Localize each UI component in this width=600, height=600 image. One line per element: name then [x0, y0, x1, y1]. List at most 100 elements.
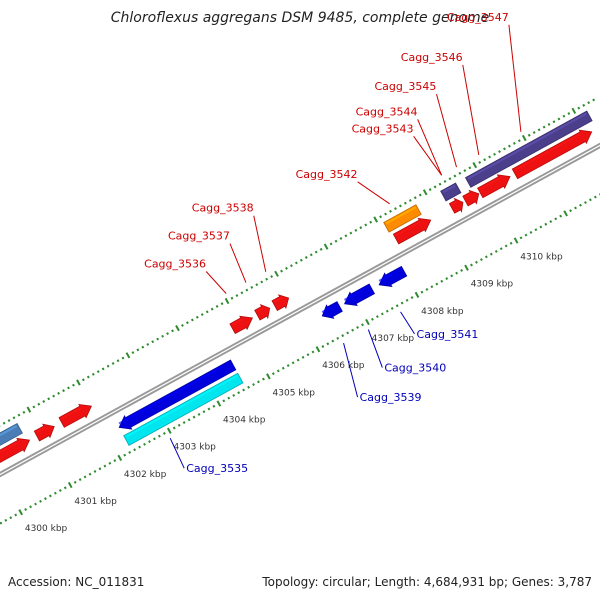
tick-mark	[489, 252, 493, 256]
tick-mark	[450, 274, 454, 278]
tick-mark	[78, 478, 82, 482]
tick-mark	[49, 494, 52, 498]
feat-Cagg_3541-highlight	[378, 272, 394, 282]
feat-Cagg_3545-highlight	[464, 193, 472, 199]
tick-mark	[435, 282, 439, 286]
tick-mark	[12, 416, 16, 420]
tick-mark	[513, 237, 519, 244]
feat-Cagg_3542-highlight	[395, 220, 421, 237]
tick-mark	[245, 288, 249, 292]
tick-mark	[577, 106, 581, 110]
tick-mark	[220, 302, 224, 306]
tick-row-outer	[0, 98, 596, 427]
tick-mark	[117, 454, 123, 461]
tick-mark	[559, 214, 563, 218]
feat-red-left-3-highlight	[60, 407, 82, 420]
tick-mark	[334, 239, 338, 243]
tick-mark	[301, 355, 305, 359]
tick-mark	[494, 249, 498, 253]
tick-mark	[96, 370, 100, 374]
map-title: Chloroflexus aggregans DSM 9485, complet…	[111, 10, 490, 26]
tick-mark	[336, 336, 340, 340]
tick-mark	[508, 144, 511, 148]
feat-Cagg_3542-orange	[383, 204, 422, 233]
tick-mark	[509, 241, 513, 245]
tick-mark	[488, 155, 491, 159]
tick-mark	[464, 264, 469, 271]
tick-mark	[299, 258, 303, 262]
tick-mark	[552, 120, 556, 124]
tick-mark	[291, 361, 295, 365]
feat-Cagg_3546-purple-highlight	[467, 112, 587, 180]
tick-mark	[384, 212, 387, 216]
kbp-label: 4304 kbp	[223, 415, 266, 425]
tick-mark	[187, 418, 191, 422]
tick-mark	[331, 339, 335, 343]
feat-red-left-1	[0, 437, 31, 463]
label-leader-line	[253, 215, 267, 272]
tick-mark	[319, 247, 323, 251]
feat-Cagg_3540-highlight	[343, 289, 362, 301]
feat-Cagg_3538-highlight	[274, 297, 282, 303]
feat-Cagg_3542-orange-highlight	[385, 206, 416, 225]
tick-mark	[455, 271, 459, 275]
tick-mark	[504, 244, 508, 248]
kbp-label: 4301 kbp	[74, 497, 117, 507]
tick-mark	[567, 112, 571, 115]
tick-mark	[113, 459, 117, 463]
tick-mark	[527, 133, 531, 137]
tick-mark	[81, 378, 85, 382]
tick-mark	[534, 228, 538, 232]
tick-mark	[53, 491, 57, 495]
tick-mark	[587, 101, 591, 105]
tick-mark	[373, 216, 378, 223]
tick-mark	[433, 185, 437, 189]
tick-mark	[532, 131, 536, 134]
tick-mark	[563, 210, 568, 217]
tick-mark	[304, 256, 308, 259]
tick-mark	[72, 383, 75, 387]
feat-Cagg_3540	[344, 283, 376, 307]
feat-steelblue-left	[0, 422, 23, 446]
tick-mark	[116, 359, 120, 363]
tick-mark	[326, 342, 330, 346]
tick-mark	[128, 451, 132, 454]
tick-mark	[88, 472, 92, 476]
tick-mark	[443, 179, 447, 183]
feat-Cagg_3546-highlight	[479, 177, 500, 190]
feat-Cagg_3538	[271, 294, 290, 312]
label-leader-line	[229, 243, 247, 283]
tick-mark	[185, 321, 189, 325]
tick-mark	[106, 364, 110, 368]
tick-mark	[592, 98, 596, 102]
label-leader-line	[413, 136, 443, 176]
feat-Cagg_3546-purple	[464, 110, 593, 188]
tick-mark	[356, 326, 359, 329]
tick-mark	[266, 373, 271, 380]
tick-mark	[290, 264, 293, 268]
feat-Cagg_3547-highlight	[514, 132, 582, 171]
tick-mark	[224, 297, 230, 305]
tick-mark	[281, 366, 285, 370]
tick-mark	[195, 315, 199, 319]
tick-mark	[141, 345, 145, 349]
tick-mark	[148, 440, 151, 444]
tick-mark	[86, 375, 90, 379]
tick-mark	[146, 342, 150, 346]
tick-mark	[539, 225, 543, 229]
tick-mark	[346, 331, 350, 335]
tick-mark	[197, 412, 201, 416]
tick-mark	[222, 399, 226, 403]
tick-mark	[403, 201, 407, 205]
gene-label-Cagg_3546: Cagg_3546	[401, 51, 463, 64]
gene-label-Cagg_3538: Cagg_3538	[192, 202, 254, 215]
tick-mark	[93, 470, 97, 473]
tick-mark	[588, 198, 592, 202]
tick-mark	[58, 489, 62, 492]
gene-label-Cagg_3547: Cagg_3547	[447, 11, 509, 24]
tick-mark	[529, 230, 533, 234]
tick-mark	[37, 402, 41, 406]
tick-mark	[103, 464, 107, 468]
tick-mark	[468, 166, 472, 170]
